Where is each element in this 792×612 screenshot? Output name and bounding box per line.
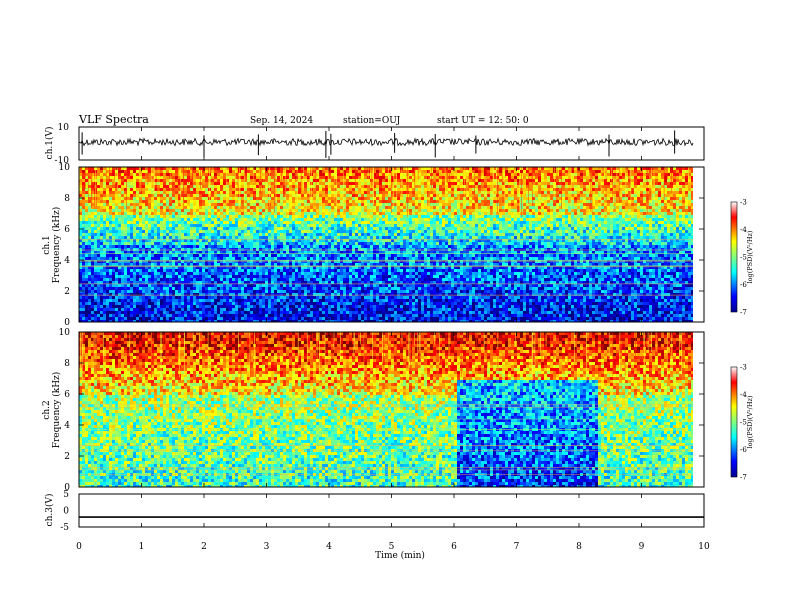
spec-ytick: 10 [59, 328, 71, 338]
ch1-waveform-panel [78, 126, 705, 161]
colorbar-ticks: -3 -4 -5 -6 -7 -3 -4 -5 -6 -7 [740, 199, 747, 482]
spec-ytick: 8 [64, 194, 70, 204]
spec-ytick: 2 [64, 287, 70, 297]
ch2-spec-ylabel-line1: ch.2 [42, 400, 52, 419]
x-tick-label: 4 [326, 542, 332, 552]
spec-ytick: 6 [64, 225, 70, 235]
x-tick-label: 0 [76, 542, 82, 552]
colorbar-tick: -3 [740, 199, 747, 207]
spec-ytick: 10 [59, 163, 71, 173]
x-tick-label: 10 [698, 542, 710, 552]
ch1-colorbar-label: log(PSD)(V²/Hz) [746, 230, 754, 283]
x-tick-label: 9 [639, 542, 645, 552]
figure-title: VLF Spectra [78, 113, 149, 126]
spec-ytick: 0 [64, 483, 70, 493]
x-tick-label: 1 [139, 542, 145, 552]
colorbar-tick: -4 [740, 226, 747, 234]
ch1-spectrogram-image [79, 167, 704, 322]
spec-ytick: 4 [64, 256, 70, 266]
x-tick-label: 2 [201, 542, 207, 552]
colorbar-tick: -6 [740, 446, 747, 454]
ch1-waveform-ylabel: ch.1(V) [44, 127, 55, 160]
colorbar-tick: -5 [740, 254, 747, 262]
spec-ytick: 0 [64, 318, 70, 328]
ch1-colorbar [730, 201, 738, 313]
colorbar-tick: -4 [740, 391, 747, 399]
ch3-ytick: -5 [60, 523, 69, 533]
ch2-spectrogram-image [79, 332, 704, 487]
ch3-waveform-ylabel: ch.3(V) [44, 494, 55, 527]
ch3-ytick: 0 [63, 507, 69, 517]
ch1-waveform-trace [78, 130, 694, 158]
ch1-spec-ylabel-line1: ch.1 [42, 235, 52, 254]
colorbar-tick: -7 [740, 309, 747, 317]
colorbar-tick: -5 [740, 419, 747, 427]
ch3-ytick: 5 [63, 490, 69, 500]
date-label: Sep. 14, 2024 [250, 116, 313, 126]
ch2-colorbar-label: log(PSD)(V²/Hz) [746, 395, 754, 448]
ch2-colorbar [730, 366, 738, 478]
ch1-waveform-line [78, 137, 694, 147]
x-tick-label: 5 [389, 542, 395, 552]
colorbar-tick: -3 [740, 364, 747, 372]
x-tick-label: 3 [264, 542, 270, 552]
x-tick-label: 6 [451, 542, 457, 552]
x-axis-label: Time (min) [375, 550, 425, 561]
spec-ytick: 6 [64, 390, 70, 400]
colorbar-tick: -6 [740, 281, 747, 289]
start-time-label: start UT = 12: 50: 0 [437, 116, 529, 126]
ch1-ytick: 10 [58, 123, 70, 133]
ch1-spec-ylabel-line2: Frequency (kHz) [51, 207, 62, 284]
spec-ytick: 4 [64, 421, 70, 431]
spec-ytick: 8 [64, 359, 70, 369]
colorbar-tick: -7 [740, 474, 747, 482]
ch3-waveform-panel [78, 493, 705, 528]
spec-ytick: 2 [64, 452, 70, 462]
x-tick-label: 7 [514, 542, 520, 552]
station-label: station=OUJ [343, 116, 401, 126]
ch1-ytick: -10 [55, 156, 70, 166]
x-tick-label: 8 [576, 542, 582, 552]
ch2-spec-ylabel-line2: Frequency (kHz) [51, 372, 62, 449]
